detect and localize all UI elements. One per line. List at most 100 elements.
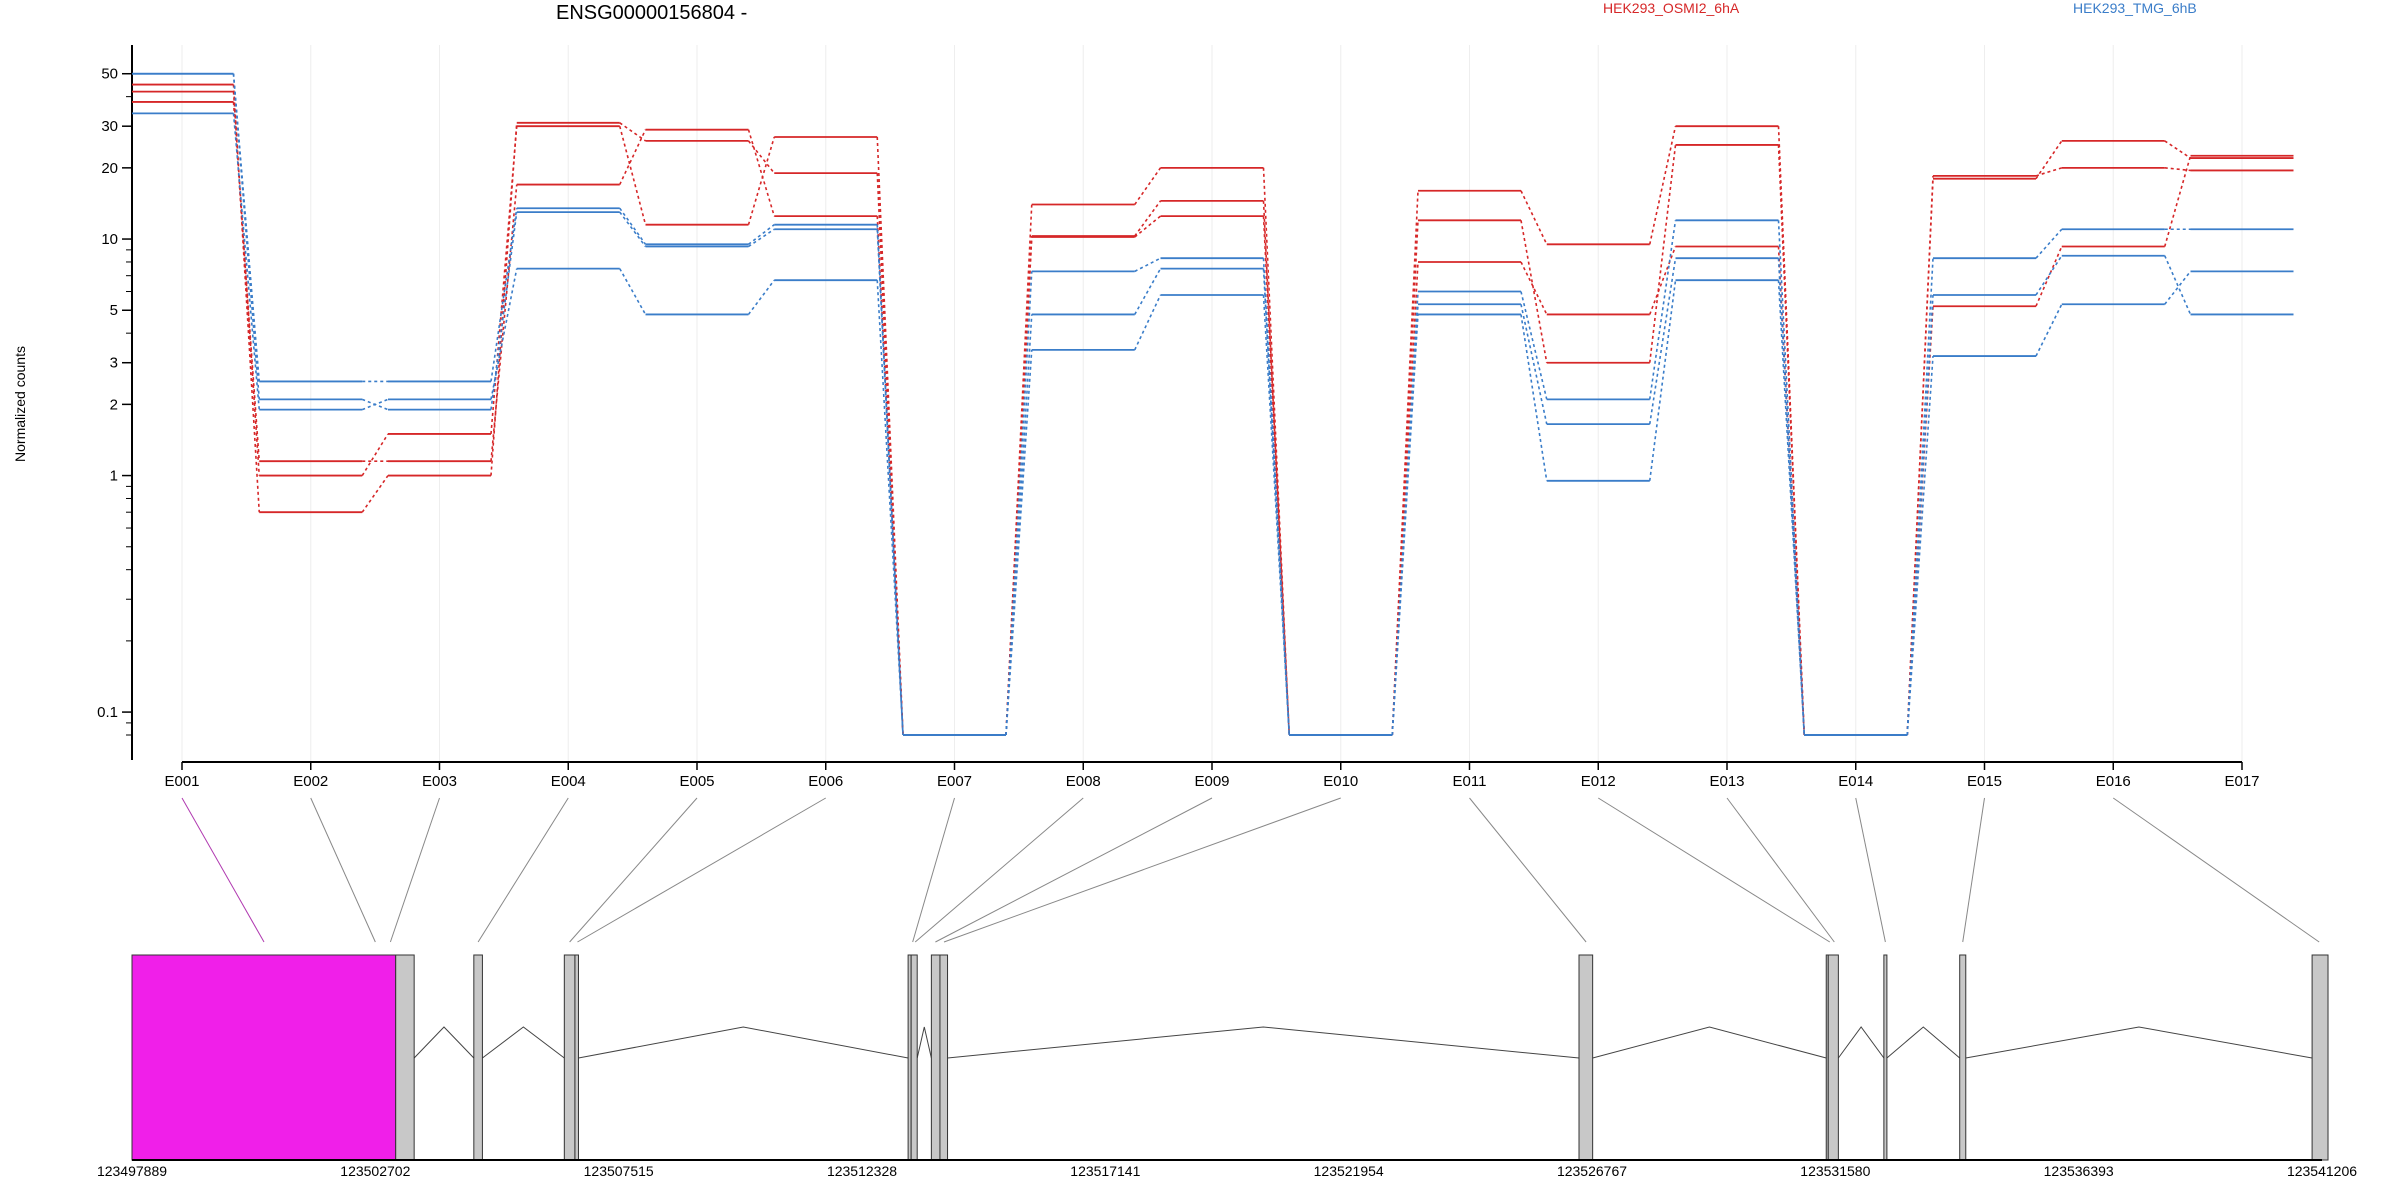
connector-E015 bbox=[2035, 246, 2063, 307]
connector-E015 bbox=[2035, 140, 2063, 180]
connector-E006 bbox=[876, 280, 904, 736]
y-tick-label: 2 bbox=[110, 396, 118, 413]
connector-E002 bbox=[361, 475, 389, 513]
connector-E003 bbox=[490, 208, 518, 382]
coord-tick-label: 123536393 bbox=[2044, 1163, 2114, 1179]
connector-E010 bbox=[1391, 220, 1419, 736]
x-tick-label-E008: E008 bbox=[1066, 773, 1101, 790]
connector-E011 bbox=[1520, 314, 1548, 481]
connector-E013 bbox=[1777, 258, 1806, 736]
connector-E001 bbox=[232, 113, 261, 410]
connector-E004 bbox=[619, 207, 647, 245]
connector-E001 bbox=[232, 73, 261, 400]
connector-E008 bbox=[1134, 167, 1162, 205]
exon-highlighted bbox=[131, 954, 397, 1161]
exon-13 bbox=[1883, 954, 1888, 1161]
link-E011 bbox=[1469, 797, 1587, 943]
link-E004 bbox=[477, 797, 569, 943]
legend-item-osmi2: HEK293_OSMI2_6hA bbox=[1603, 0, 1740, 16]
connector-E008 bbox=[1134, 200, 1162, 237]
connector-E016 bbox=[2164, 167, 2191, 172]
connector-E012 bbox=[1648, 280, 1677, 481]
connector-E003 bbox=[490, 268, 518, 400]
y-tick-label: 10 bbox=[101, 231, 118, 248]
coord-tick-label: 123497889 bbox=[97, 1163, 167, 1179]
connector-E005 bbox=[747, 136, 776, 225]
intron bbox=[916, 1026, 932, 1059]
link-E015 bbox=[1962, 797, 1985, 943]
x-tick-label-E013: E013 bbox=[1709, 773, 1744, 790]
connector-E001 bbox=[232, 73, 261, 382]
intron bbox=[413, 1026, 475, 1059]
connector-E016 bbox=[2164, 255, 2192, 315]
exon-3 bbox=[473, 954, 483, 1161]
link-E016 bbox=[2112, 797, 2320, 943]
link-E006 bbox=[577, 797, 827, 943]
series-3 bbox=[132, 72, 2294, 736]
x-tick-label-E010: E010 bbox=[1323, 773, 1358, 790]
connector-E007 bbox=[1005, 236, 1033, 736]
connector-E008 bbox=[1134, 294, 1162, 351]
connector-E007 bbox=[1005, 349, 1033, 736]
connector-E005 bbox=[747, 140, 775, 174]
coord-tick-label: 123517141 bbox=[1070, 1163, 1140, 1179]
link-E008 bbox=[914, 797, 1084, 943]
x-tick-label-E014: E014 bbox=[1838, 773, 1873, 790]
coord-tick-label: 123526767 bbox=[1557, 1163, 1627, 1179]
y-axis: 0.1 1 2 3 5 10 20 30 50 bbox=[97, 45, 133, 760]
connector-E005 bbox=[747, 279, 775, 315]
exon-8 bbox=[930, 954, 941, 1161]
connector-E011 bbox=[1520, 190, 1548, 245]
connector-E006 bbox=[876, 229, 904, 736]
x-tick-label-E006: E006 bbox=[808, 773, 843, 790]
x-tick-label-E016: E016 bbox=[2096, 773, 2131, 790]
link-E014 bbox=[1855, 797, 1886, 943]
connector-E008 bbox=[1134, 215, 1162, 238]
exon-5 bbox=[574, 954, 579, 1161]
link-E013 bbox=[1726, 797, 1835, 943]
connector-E011 bbox=[1520, 291, 1548, 400]
intron bbox=[1592, 1026, 1827, 1059]
series-5 bbox=[132, 112, 2294, 736]
connector-E011 bbox=[1520, 261, 1548, 315]
connector-E012 bbox=[1648, 258, 1677, 425]
link-E012 bbox=[1597, 797, 1831, 943]
x-tick-label-E007: E007 bbox=[937, 773, 972, 790]
x-tick-label-E011: E011 bbox=[1453, 773, 1487, 790]
connector-E006 bbox=[876, 136, 904, 736]
intron bbox=[578, 1026, 909, 1059]
link-E009 bbox=[935, 797, 1213, 943]
coord-tick-label: 123531580 bbox=[1800, 1163, 1870, 1179]
connector-E011 bbox=[1520, 220, 1548, 363]
exon-12 bbox=[1827, 954, 1839, 1161]
connector-E014 bbox=[1906, 356, 1934, 736]
connector-E010 bbox=[1391, 314, 1419, 736]
connector-E009 bbox=[1262, 294, 1291, 736]
link-E002 bbox=[310, 797, 376, 943]
x-tick-label-E001: E001 bbox=[164, 773, 199, 790]
connector-E004 bbox=[619, 268, 647, 315]
x-tick-label-E004: E004 bbox=[551, 773, 586, 790]
series-1 bbox=[132, 90, 2294, 736]
connector-E008 bbox=[1134, 257, 1161, 273]
connector-E007 bbox=[1005, 314, 1033, 736]
y-tick-label: 5 bbox=[110, 302, 118, 319]
link-E010 bbox=[943, 797, 1341, 943]
connector-E011 bbox=[1520, 304, 1548, 425]
connector-E015 bbox=[2035, 167, 2062, 177]
connector-E004 bbox=[618, 125, 647, 225]
connector-E004 bbox=[619, 122, 646, 142]
coord-tick-label: 123512328 bbox=[827, 1163, 897, 1179]
coord-tick-label: 123541206 bbox=[2287, 1163, 2357, 1179]
connector-E004 bbox=[619, 129, 647, 185]
intron bbox=[1837, 1026, 1885, 1059]
connector-E008 bbox=[1134, 268, 1162, 315]
y-tick-label: 3 bbox=[110, 355, 118, 372]
exon-10 bbox=[1578, 954, 1594, 1161]
x-tick-label-E017: E017 bbox=[2224, 773, 2259, 790]
x-tick-label-E015: E015 bbox=[1967, 773, 2002, 790]
coord-tick-label: 123502702 bbox=[340, 1163, 410, 1179]
connector-E015 bbox=[2035, 255, 2063, 296]
series-2 bbox=[132, 101, 2294, 736]
